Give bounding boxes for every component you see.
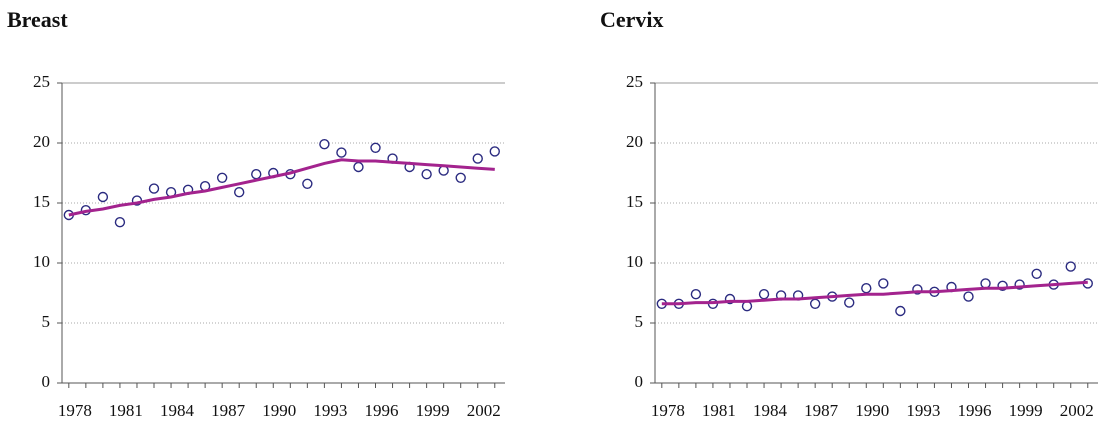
data-point bbox=[861, 283, 872, 294]
x-tick-label: 1996 bbox=[365, 401, 399, 420]
x-tick-label: 1984 bbox=[160, 401, 195, 420]
data-point bbox=[472, 153, 483, 164]
data-point bbox=[148, 183, 160, 194]
data-point bbox=[455, 172, 466, 184]
data-point bbox=[353, 161, 364, 173]
data-point bbox=[114, 216, 126, 228]
y-tick-label: 20 bbox=[626, 132, 643, 151]
trend-line bbox=[68, 158, 495, 217]
y-tick-label: 0 bbox=[42, 372, 51, 391]
chart: Breast 0 5 10 15 20 25 1978 1981 1984 1987 1990 1993… bbox=[7, 7, 505, 420]
data-point bbox=[489, 146, 500, 157]
y-tick-label: 5 bbox=[635, 312, 644, 331]
x-tick-label: 1993 bbox=[906, 401, 940, 420]
x-tick-label: 1978 bbox=[58, 401, 92, 420]
x-tick-label: 1978 bbox=[651, 401, 685, 420]
data-point bbox=[690, 289, 702, 300]
x-tick-label: 1981 bbox=[702, 401, 736, 420]
data-point bbox=[758, 289, 770, 300]
data-point bbox=[302, 178, 313, 190]
x-tick-label: 1987 bbox=[804, 401, 839, 420]
x-tick-label: 1981 bbox=[109, 401, 143, 420]
data-point bbox=[233, 186, 245, 198]
data-point bbox=[809, 298, 821, 309]
x-tick-label: 1993 bbox=[313, 401, 347, 420]
x-tick-label: 1999 bbox=[1009, 401, 1043, 420]
x-tick-label: 1984 bbox=[753, 401, 788, 420]
y-tick-label: 5 bbox=[42, 312, 51, 331]
data-point bbox=[216, 172, 228, 184]
data-point bbox=[1031, 268, 1042, 279]
trend-line bbox=[661, 280, 1088, 306]
data-point bbox=[370, 142, 381, 154]
data-point bbox=[319, 138, 330, 150]
data-point bbox=[741, 301, 753, 312]
x-tick-label: 2002 bbox=[467, 401, 501, 420]
y-tick-label: 0 bbox=[635, 372, 644, 391]
x-tick-label: 2002 bbox=[1060, 401, 1094, 420]
data-point bbox=[895, 305, 906, 317]
data-point bbox=[336, 147, 347, 158]
data-point bbox=[251, 168, 262, 180]
x-tick-label: 1990 bbox=[262, 401, 296, 420]
data-point bbox=[963, 291, 974, 302]
y-tick-label: 15 bbox=[33, 192, 50, 211]
y-tick-label: 25 bbox=[33, 72, 50, 91]
y-tick-label: 20 bbox=[33, 132, 50, 151]
data-point bbox=[980, 278, 991, 289]
chart-title: Breast bbox=[7, 7, 68, 32]
chart: Cervix 0 5 10 15 20 25 1978 1981 1984 1987 1990 1993… bbox=[600, 7, 1098, 420]
data-point bbox=[97, 191, 109, 203]
x-tick-label: 1990 bbox=[855, 401, 889, 420]
data-point bbox=[844, 297, 855, 308]
y-tick-label: 25 bbox=[626, 72, 643, 91]
chart-title: Cervix bbox=[600, 7, 664, 32]
x-tick-label: 1987 bbox=[211, 401, 246, 420]
x-tick-label: 1996 bbox=[958, 401, 992, 420]
y-tick-label: 10 bbox=[33, 252, 50, 271]
y-tick-label: 10 bbox=[626, 252, 643, 271]
y-tick-label: 15 bbox=[626, 192, 643, 211]
data-point bbox=[421, 168, 432, 180]
x-tick-label: 1999 bbox=[416, 401, 450, 420]
data-point bbox=[878, 278, 889, 289]
data-point bbox=[1065, 261, 1076, 272]
